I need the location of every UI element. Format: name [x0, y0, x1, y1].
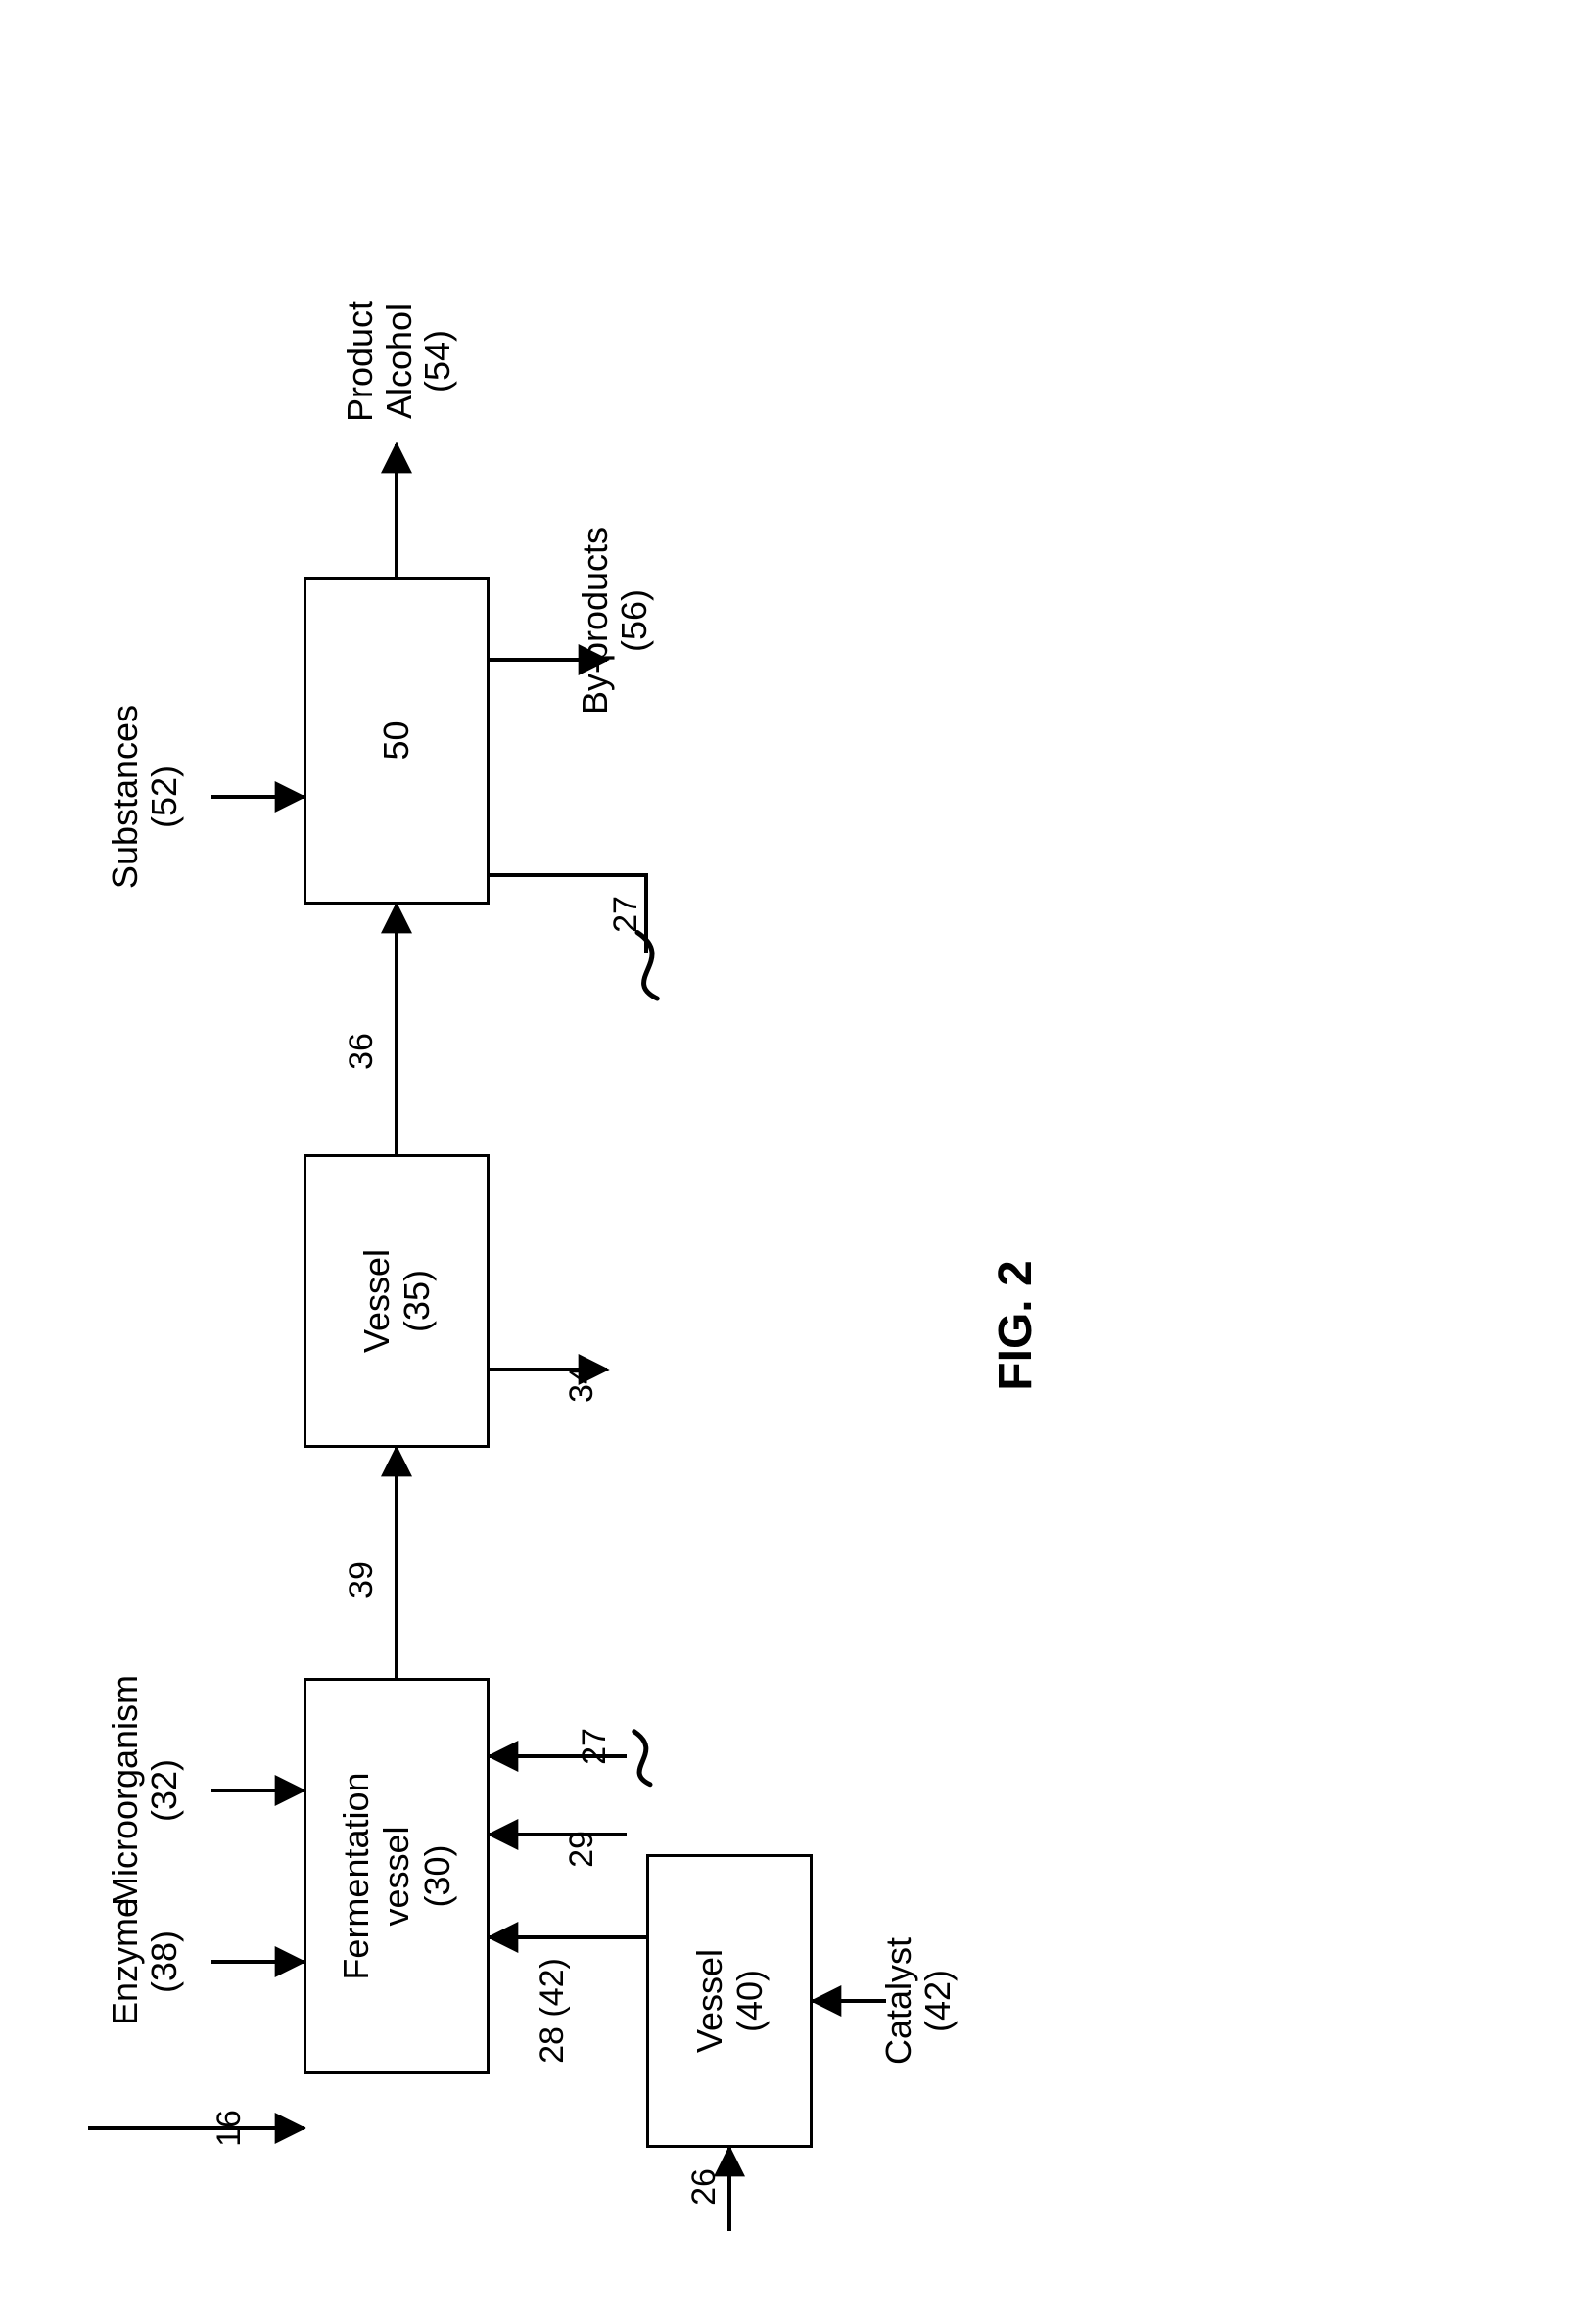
edge-label-n36: 36 [343, 973, 381, 1130]
edge-label-n27b-text: 27 [607, 896, 644, 933]
label-product-text: Product Alcohol [340, 301, 419, 422]
node-vessel35-line1: Vessel [356, 1249, 397, 1353]
node-fermentation: Fermentationvessel(30) [304, 1678, 490, 2074]
edge-label-n27a: 27 [576, 1668, 614, 1825]
label-catalyst: Catalyst(42) [879, 1854, 957, 2148]
label-substances-ref: (52) [144, 766, 184, 828]
node-vessel40-line1: Vessel [689, 1949, 729, 2053]
edge-label-n27b: 27 [607, 836, 645, 993]
label-byproducts-text: By-products [575, 527, 615, 715]
diagram-stage: Fermentationvessel(30)Vessel(40)Vessel(3… [0, 0, 1593, 2324]
edge-label-n34: 34 [563, 1306, 601, 1463]
node-fermentation-line2: vessel [376, 1826, 416, 1926]
label-byproducts-ref: (56) [614, 589, 654, 652]
figure-label: FIG. 2 [989, 1208, 1043, 1443]
node-box50-line1: 50 [376, 720, 416, 760]
label-catalyst-ref: (42) [917, 1970, 958, 2032]
label-substances-text: Substances [105, 705, 145, 889]
label-enzyme-ref: (38) [144, 1930, 184, 1993]
edge-label-n34-text: 34 [563, 1366, 600, 1403]
node-box50: 50 [304, 577, 490, 905]
node-fermentation-ref: (30) [417, 1844, 457, 1907]
edge-label-n39-text: 39 [343, 1561, 380, 1599]
edge-label-n29-text: 29 [563, 1831, 600, 1868]
edge-label-n28: 28 (42) [534, 1932, 572, 2089]
label-microorganism-ref: (32) [144, 1759, 184, 1822]
break-mark-t27a [634, 1732, 650, 1785]
label-catalyst-text: Catalyst [878, 1937, 918, 2065]
label-product: Product Alcohol(54) [341, 214, 457, 508]
edge-label-n16: 16 [211, 2050, 249, 2207]
figure-label-text: FIG. 2 [990, 1260, 1042, 1390]
label-product-ref: (54) [417, 330, 457, 393]
edge-label-n36-text: 36 [343, 1033, 380, 1070]
edge-label-n16-text: 16 [211, 2110, 248, 2147]
label-substances: Substances(52) [106, 650, 183, 944]
node-vessel35-ref: (35) [397, 1270, 437, 1332]
label-microorganism: Microorganism(32) [106, 1644, 183, 1937]
node-vessel40-ref: (40) [729, 1970, 770, 2032]
node-fermentation-line1: Fermentation [336, 1772, 376, 1979]
edge-label-n26-text: 26 [685, 2168, 723, 2206]
edge-label-n26: 26 [685, 2109, 724, 2265]
node-vessel35: Vessel(35) [304, 1154, 490, 1448]
label-microorganism-text: Microorganism [105, 1675, 145, 1906]
label-byproducts: By-products(56) [576, 474, 653, 767]
edge-label-n39: 39 [343, 1502, 381, 1658]
edge-label-n28-text: 28 (42) [534, 1958, 571, 2064]
edge-label-n27a-text: 27 [576, 1728, 613, 1765]
node-vessel40: Vessel(40) [646, 1854, 813, 2148]
